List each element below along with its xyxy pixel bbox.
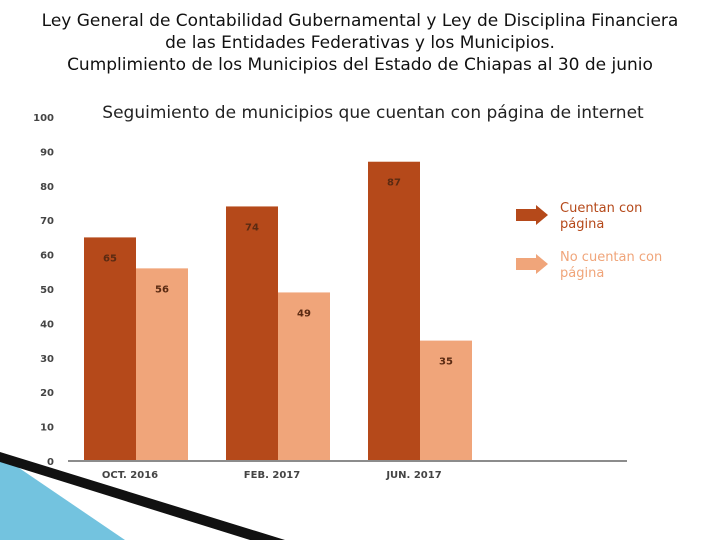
y-axis-ticks: 0 10 20 30 40 50 60 70 80 90 100 bbox=[33, 113, 54, 468]
data-label-no-cuentan-1: 56 bbox=[155, 284, 169, 295]
header-line-1: Ley General de Contabilidad Gubernamenta… bbox=[41, 11, 679, 31]
bar-cuentan-2 bbox=[226, 206, 278, 461]
bar-cuentan-3 bbox=[368, 161, 420, 461]
legend: Cuentan con página No cuentan con página bbox=[516, 201, 662, 281]
bar-cuentan-1 bbox=[84, 237, 136, 461]
bar-no-cuentan-1 bbox=[136, 268, 188, 461]
legend-swatch-1 bbox=[516, 205, 548, 225]
y-tick-70: 70 bbox=[40, 216, 54, 227]
y-tick-30: 30 bbox=[40, 354, 54, 365]
data-label-cuentan-2: 74 bbox=[245, 222, 259, 233]
y-tick-10: 10 bbox=[40, 423, 54, 434]
slide-header: Ley General de Contabilidad Gubernamenta… bbox=[0, 10, 720, 76]
data-labels: 65 56 74 49 87 35 bbox=[103, 178, 453, 368]
header-line-2: de las Entidades Federativas y los Munic… bbox=[165, 33, 555, 53]
bars bbox=[84, 161, 472, 461]
legend-label-1: Cuentan con página bbox=[560, 201, 642, 232]
x-tick-1: OCT. 2016 bbox=[102, 470, 158, 481]
y-tick-80: 80 bbox=[40, 182, 54, 193]
x-tick-2: FEB. 2017 bbox=[244, 470, 300, 481]
decorative-swoosh bbox=[0, 452, 285, 540]
data-label-no-cuentan-2: 49 bbox=[297, 308, 311, 319]
swoosh-dark bbox=[0, 452, 285, 540]
data-label-cuentan-1: 65 bbox=[103, 253, 117, 264]
y-tick-100: 100 bbox=[33, 113, 54, 124]
y-tick-90: 90 bbox=[40, 147, 54, 158]
swoosh-blue bbox=[0, 455, 125, 540]
legend-swatch-2 bbox=[516, 254, 548, 274]
bar-no-cuentan-2 bbox=[278, 292, 330, 461]
y-tick-50: 50 bbox=[40, 285, 54, 296]
data-label-cuentan-3: 87 bbox=[387, 178, 401, 189]
header-line-3: Cumplimiento de los Municipios del Estad… bbox=[67, 55, 653, 75]
y-tick-40: 40 bbox=[40, 319, 54, 330]
y-tick-0: 0 bbox=[47, 457, 54, 468]
y-tick-20: 20 bbox=[40, 388, 54, 399]
x-axis-ticks: OCT. 2016 FEB. 2017 JUN. 2017 bbox=[102, 470, 442, 481]
data-label-no-cuentan-3: 35 bbox=[439, 357, 453, 368]
bar-no-cuentan-3 bbox=[420, 340, 472, 461]
y-tick-60: 60 bbox=[40, 251, 54, 262]
legend-label-2: No cuentan con página bbox=[560, 250, 662, 281]
chart-title: Seguimiento de municipios que cuentan co… bbox=[102, 103, 644, 123]
x-tick-3: JUN. 2017 bbox=[385, 470, 441, 481]
